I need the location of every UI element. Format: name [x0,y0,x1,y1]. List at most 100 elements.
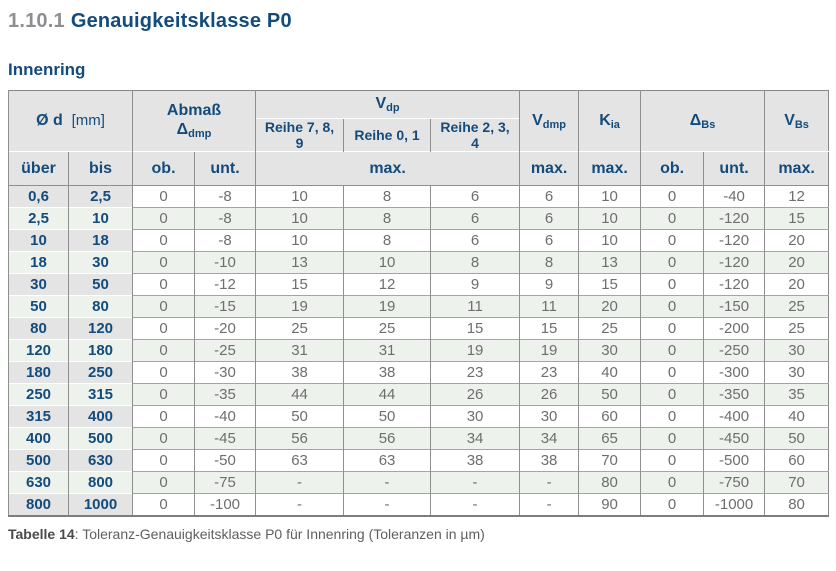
table-row: 0,6 2,5 0 -8 10 8 6 6 10 0 -40 12 [8,185,829,208]
value-cell: 50 [343,405,431,428]
table-row: 400 500 0 -45 56 56 34 34 65 0 -450 50 [8,427,829,450]
col-header-reihe-234: Reihe 2, 3, 4 [430,118,520,152]
value-cell: -750 [703,471,765,494]
value-cell: -30 [194,361,256,384]
value-cell: - [430,493,520,516]
range-cell: 0,6 [8,185,69,208]
value-cell: -15 [194,295,256,318]
value-cell: 40 [764,405,829,428]
value-cell: 6 [430,229,520,252]
table-row: 120 180 0 -25 31 31 19 19 30 0 -250 30 [8,339,829,362]
value-cell: 13 [255,251,344,274]
value-cell: 19 [430,339,520,362]
col-header-reihe-01: Reihe 0, 1 [343,118,431,152]
value-cell: 65 [578,427,641,450]
value-cell: 30 [764,361,829,384]
range-cell: 30 [8,273,69,296]
range-cell: 250 [67,361,133,384]
value-cell: -10 [194,251,256,274]
range-cell: 800 [67,471,133,494]
value-cell: 15 [578,273,641,296]
col-header-vdp: Vdp [255,90,520,119]
value-cell: 0 [132,339,195,362]
range-cell: 30 [67,251,133,274]
table-row: 10 18 0 -8 10 8 6 6 10 0 -120 20 [8,229,829,252]
value-cell: 0 [640,405,704,428]
value-cell: 0 [640,251,704,274]
table-body: 0,6 2,5 0 -8 10 8 6 6 10 0 -40 12 2,5 10 0 -8 10 8 6 6 10 0 -1… [8,185,829,516]
value-cell: 15 [430,317,520,340]
range-cell: 315 [67,383,133,406]
value-cell: 25 [764,317,829,340]
value-cell: 26 [430,383,520,406]
value-cell: 80 [764,493,829,516]
value-cell: 0 [132,251,195,274]
value-cell: 0 [132,361,195,384]
value-cell: 70 [764,471,829,494]
value-cell: 8 [430,251,520,274]
value-cell: 0 [640,449,704,472]
range-cell: 800 [8,493,69,516]
range-cell: 18 [67,229,133,252]
range-cell: 50 [67,273,133,296]
section-title-text: Genauigkeitsklasse P0 [70,10,292,32]
value-cell: 8 [343,229,431,252]
col-header-vdmp: Vdmp [519,90,579,152]
value-cell: 19 [519,339,579,362]
abmass-symbol: Δdmp [176,121,212,140]
value-cell: - [255,471,344,494]
value-cell: - [343,493,431,516]
value-cell: 8 [343,207,431,230]
value-cell: -75 [194,471,256,494]
col-header-vbs: VBs [764,90,829,152]
subheader-ueber: über [8,151,69,186]
value-cell: 38 [255,361,344,384]
value-cell: 0 [640,493,704,516]
value-cell: 0 [640,383,704,406]
value-cell: -400 [703,405,765,428]
value-cell: 0 [640,229,704,252]
value-cell: 31 [343,339,431,362]
value-cell: 23 [519,361,579,384]
table-row: 180 250 0 -30 38 38 23 23 40 0 -300 30 [8,361,829,384]
value-cell: -250 [703,339,765,362]
value-cell: 34 [519,427,579,450]
value-cell: 0 [132,405,195,428]
value-cell: -120 [703,273,765,296]
value-cell: 0 [132,185,195,208]
value-cell: 44 [343,383,431,406]
value-cell: 0 [640,427,704,450]
table-row: 80 120 0 -20 25 25 15 15 25 0 -200 25 [8,317,829,340]
value-cell: 0 [132,471,195,494]
table-row: 50 80 0 -15 19 19 11 11 20 0 -150 25 [8,295,829,318]
value-cell: 0 [132,449,195,472]
subheader-ob-bs: ob. [640,151,704,186]
value-cell: -45 [194,427,256,450]
value-cell: 38 [430,449,520,472]
range-cell: 630 [67,449,133,472]
range-cell: 2,5 [8,207,69,230]
col-header-abmass: Abmaß Δdmp [132,90,256,152]
value-cell: 19 [255,295,344,318]
subheader-max-kia: max. [578,151,641,186]
value-cell: 6 [519,185,579,208]
value-cell: 56 [343,427,431,450]
value-cell: 31 [255,339,344,362]
table-row: 630 800 0 -75- - - -80 0 -750 70 [8,471,829,494]
value-cell: 70 [578,449,641,472]
range-cell: 120 [67,317,133,340]
table-caption: Tabelle 14: Toleranz-Genauigkeitsklasse … [8,526,828,542]
value-cell: -120 [703,251,765,274]
range-cell: 50 [8,295,69,318]
subheader-unt-bs: unt. [703,151,765,186]
value-cell: 10 [255,207,344,230]
range-cell: 250 [8,383,69,406]
diameter-unit: [mm] [71,112,105,129]
value-cell: 0 [640,361,704,384]
subheader-bis: bis [67,151,133,186]
value-cell: 0 [132,295,195,318]
value-cell: 25 [764,295,829,318]
range-cell: 630 [8,471,69,494]
value-cell: -20 [194,317,256,340]
